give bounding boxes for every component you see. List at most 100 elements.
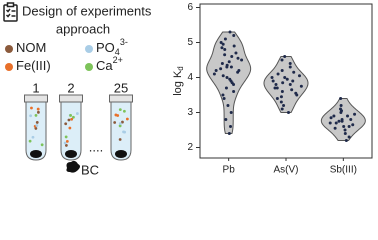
legend-label: Fe(III) (16, 58, 51, 73)
data-point (275, 86, 279, 90)
bc-particle (66, 160, 80, 173)
legend-label: NOM (16, 40, 46, 55)
ion-dot (118, 124, 122, 128)
data-point (290, 88, 294, 92)
data-point (329, 116, 333, 120)
data-point (328, 121, 332, 125)
data-point (333, 126, 337, 130)
data-point (232, 34, 236, 37)
data-point (273, 86, 277, 90)
legend-dot (5, 45, 13, 53)
ion-dot (125, 117, 129, 121)
data-point (288, 62, 292, 65)
data-point (224, 118, 228, 121)
ion-dot (121, 120, 124, 124)
tube-bc (30, 150, 42, 158)
data-point (236, 70, 240, 74)
data-point (337, 119, 341, 123)
tube-bc (115, 150, 127, 158)
data-point (282, 104, 286, 107)
y-axis-label-text: log K (172, 70, 184, 96)
data-point (292, 70, 296, 74)
ion-dot (37, 110, 40, 114)
data-point (221, 93, 225, 97)
data-point (221, 42, 225, 46)
data-point (234, 51, 238, 55)
data-point (270, 76, 274, 79)
legend: NOM PO43- Fe(III) Ca2+ (5, 37, 128, 73)
data-point (240, 58, 244, 62)
violin (206, 31, 252, 134)
legend-dot (85, 45, 93, 53)
tube-cap (109, 94, 133, 103)
data-point (225, 76, 229, 79)
tube-number: 1 (32, 80, 39, 95)
y-axis-label: log Kd (172, 66, 185, 96)
data-point (229, 111, 233, 114)
tube-cap (24, 94, 48, 103)
legend-dot (5, 63, 13, 71)
data-point (275, 97, 279, 100)
ion-dot (64, 144, 68, 147)
ion-dot (67, 118, 71, 122)
ellipsis: .... (89, 139, 103, 154)
adsorbent-label: BC (81, 162, 99, 177)
data-point (227, 60, 231, 64)
data-point (220, 62, 224, 65)
ion-dot (65, 139, 69, 143)
ion-dot (70, 117, 74, 121)
data-point (288, 83, 292, 86)
data-point (229, 65, 233, 69)
y-axis-label-sub: d (176, 66, 185, 70)
ion-dot (64, 122, 68, 126)
ion-dot (63, 141, 67, 145)
data-point (343, 128, 347, 132)
data-point (340, 119, 344, 123)
data-point (342, 125, 346, 128)
title-line: Design of experiments (22, 3, 152, 18)
ion-dot (34, 127, 38, 130)
data-point (297, 74, 301, 78)
data-point (212, 72, 216, 76)
data-point (283, 76, 287, 79)
data-point (343, 132, 347, 135)
ion-dot (28, 139, 32, 143)
ion-dot (72, 115, 75, 119)
data-point (279, 100, 283, 104)
legend-dot (85, 63, 93, 71)
data-point (271, 79, 275, 83)
ion-dot (69, 114, 72, 117)
data-point (230, 55, 234, 58)
data-point (232, 90, 236, 93)
data-point (286, 111, 290, 114)
legend-text: Ca (96, 58, 113, 73)
y-tick-label: 4 (187, 72, 193, 83)
ion-dot (40, 143, 44, 147)
legend-label: PO43- (96, 37, 128, 57)
data-point (232, 44, 236, 48)
data-point (219, 67, 223, 71)
violin (263, 56, 309, 113)
data-point (353, 112, 357, 116)
data-point (351, 123, 355, 127)
page: Design of experiments approach NOM PO43- F… (3, 2, 373, 178)
ion-dot (29, 114, 33, 118)
data-point (224, 86, 228, 90)
data-point (347, 125, 351, 128)
data-point (285, 77, 289, 81)
tube-number: 2 (67, 80, 74, 95)
x-tick-label: Pb (223, 165, 236, 176)
data-point (220, 46, 224, 50)
data-point (346, 114, 350, 118)
ion-dot (64, 135, 68, 139)
y-tick-label: 2 (187, 142, 193, 153)
data-point (339, 97, 343, 100)
ion-dot (122, 130, 125, 134)
data-point (281, 81, 285, 85)
data-point (227, 132, 231, 135)
ion-dot (31, 135, 35, 139)
data-point (339, 104, 343, 107)
y-tick-label: 3 (187, 107, 193, 118)
data-point (228, 30, 232, 34)
data-point (236, 56, 240, 60)
